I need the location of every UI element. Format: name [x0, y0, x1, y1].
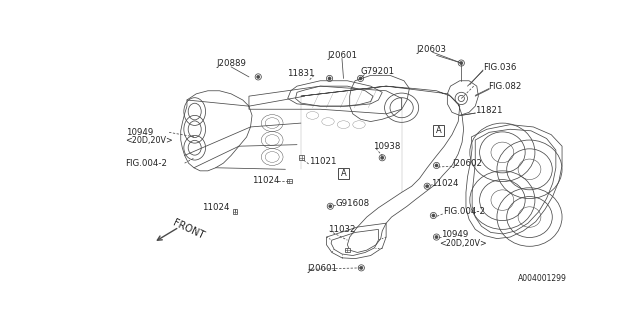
Bar	[233, 209, 237, 214]
Circle shape	[360, 266, 363, 269]
Bar	[345, 248, 349, 252]
Bar	[433, 125, 444, 136]
Bar	[287, 179, 292, 183]
Text: <20D,20V>: <20D,20V>	[125, 136, 173, 145]
Text: <20D,20V>: <20D,20V>	[440, 239, 487, 248]
Bar	[300, 156, 304, 160]
Circle shape	[460, 61, 463, 65]
Bar	[338, 168, 349, 179]
Text: A: A	[340, 169, 346, 178]
Text: 11032: 11032	[328, 225, 355, 234]
Text: A: A	[436, 126, 442, 135]
Text: J20602: J20602	[452, 159, 482, 168]
Text: 11024: 11024	[202, 203, 230, 212]
Circle shape	[359, 77, 362, 80]
Text: G91608: G91608	[336, 199, 370, 208]
Text: FIG.082: FIG.082	[488, 82, 522, 91]
Circle shape	[328, 77, 331, 80]
Text: A004001299: A004001299	[518, 274, 566, 283]
Text: FRONT: FRONT	[172, 218, 205, 241]
Circle shape	[435, 164, 438, 167]
Circle shape	[435, 236, 438, 239]
Text: 11831: 11831	[287, 68, 314, 77]
Text: 11821: 11821	[476, 106, 503, 115]
Text: FIG.004-2: FIG.004-2	[125, 159, 167, 168]
Text: 11024: 11024	[431, 179, 459, 188]
Circle shape	[381, 156, 384, 159]
Text: FIG.004-2: FIG.004-2	[443, 207, 484, 216]
Text: 10938: 10938	[373, 142, 401, 151]
Text: J20603: J20603	[416, 45, 446, 54]
Text: 10949: 10949	[441, 230, 468, 239]
Circle shape	[426, 185, 429, 188]
Text: FIG.036: FIG.036	[483, 63, 516, 72]
Text: 11024: 11024	[252, 176, 279, 185]
Text: 11021: 11021	[308, 157, 336, 166]
Text: 10949: 10949	[127, 128, 154, 137]
Circle shape	[432, 214, 435, 217]
Text: J20601: J20601	[327, 51, 357, 60]
Circle shape	[257, 75, 260, 78]
Text: J20889: J20889	[216, 59, 246, 68]
Text: G79201: G79201	[360, 67, 395, 76]
Circle shape	[329, 205, 332, 208]
Text: J20601: J20601	[307, 264, 337, 273]
